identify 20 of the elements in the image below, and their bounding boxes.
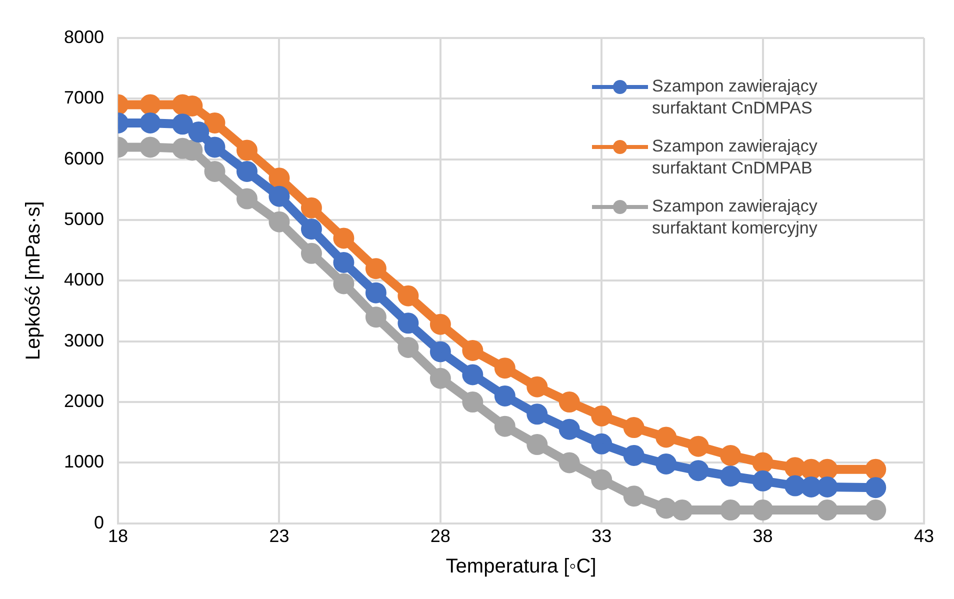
y-tick-label: 5000 — [64, 208, 104, 229]
y-tick-label: 8000 — [64, 26, 104, 47]
y-tick-label: 7000 — [64, 88, 104, 108]
x-tick-label: 43 — [914, 526, 934, 546]
y-tick-label: 2000 — [64, 391, 104, 412]
y-tick-label: 6000 — [64, 148, 104, 168]
x-tick-label: 18 — [108, 526, 128, 546]
y-tick-label: 0 — [94, 512, 104, 532]
x-tick-label: 23 — [269, 526, 290, 546]
y-axis-title: Lepkość [mPas·s] — [22, 201, 45, 360]
x-tick-label: 28 — [430, 526, 450, 546]
y-tick-label: 3000 — [64, 330, 104, 350]
legend-label: Szampon zawierający surfaktant CnDMPAS — [652, 76, 818, 118]
legend-label: Szampon zawierający surfaktant CnDMPAB — [652, 136, 818, 178]
x-tick-label: 33 — [592, 526, 612, 546]
y-tick-label: 1000 — [64, 452, 104, 472]
x-tick-label: 38 — [752, 526, 773, 546]
legend-label: Szampon zawierający surfaktant komercyjny — [652, 196, 818, 238]
y-tick-label: 4000 — [64, 270, 104, 290]
x-axis-title: Temperatura [◦C] — [446, 556, 596, 578]
